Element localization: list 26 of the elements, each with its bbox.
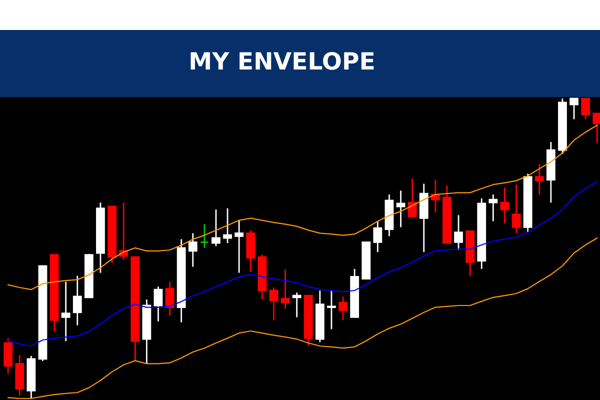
candlestick (154, 286, 163, 322)
candlestick (269, 286, 278, 321)
candlestick (327, 290, 336, 330)
candlestick (61, 281, 70, 342)
candlestick (165, 281, 174, 316)
candlestick (4, 338, 13, 374)
candlestick (212, 208, 220, 247)
candlestick (292, 292, 302, 318)
candlestick (188, 232, 198, 268)
candlestick (512, 184, 521, 234)
candlestick (454, 214, 463, 251)
candlestick (488, 194, 498, 222)
candlestick (373, 220, 382, 253)
candlestick (408, 178, 417, 218)
candlestick (570, 98, 578, 120)
candlestick (280, 269, 290, 310)
candlestick (500, 186, 510, 224)
candlestick (72, 275, 82, 326)
candlestick (396, 190, 406, 228)
chart-title: MY ENVELOPE (190, 52, 374, 70)
candlestick (338, 296, 348, 321)
candlestick (534, 163, 544, 196)
candlestick (581, 98, 590, 120)
candlestick (234, 220, 244, 274)
candlestick (200, 224, 209, 249)
candlestick (223, 208, 232, 244)
